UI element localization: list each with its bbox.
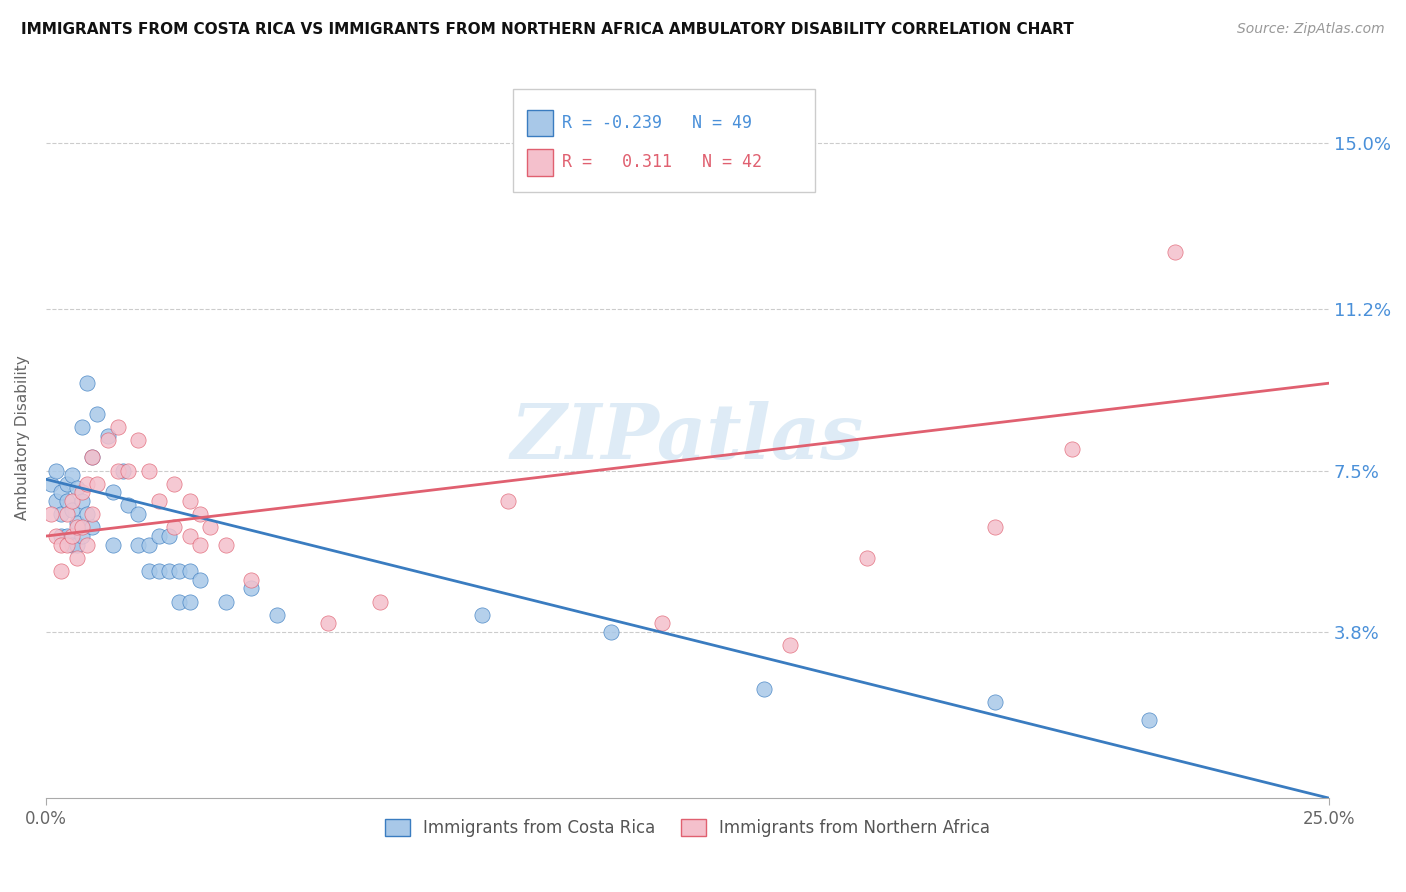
Point — [240, 582, 263, 596]
Point — [70, 485, 93, 500]
Point — [1164, 245, 1187, 260]
Point — [86, 476, 108, 491]
Point — [82, 450, 104, 465]
Point — [471, 607, 494, 622]
Point — [214, 538, 236, 552]
Point — [51, 507, 73, 521]
Point — [60, 467, 83, 482]
Point — [45, 529, 67, 543]
Point — [599, 625, 621, 640]
Text: R = -0.239   N = 49: R = -0.239 N = 49 — [562, 114, 752, 132]
Point — [60, 503, 83, 517]
Legend: Immigrants from Costa Rica, Immigrants from Northern Africa: Immigrants from Costa Rica, Immigrants f… — [378, 813, 997, 844]
Text: ZIPatlas: ZIPatlas — [510, 401, 865, 475]
Point — [157, 564, 180, 578]
Point — [984, 695, 1007, 709]
Point — [45, 494, 67, 508]
Point — [163, 520, 186, 534]
Point — [127, 433, 149, 447]
Point — [66, 481, 89, 495]
Point — [39, 507, 62, 521]
Point — [66, 520, 89, 534]
Point — [157, 529, 180, 543]
Point — [117, 464, 139, 478]
Point — [754, 681, 776, 696]
Point — [138, 464, 160, 478]
Point — [51, 485, 73, 500]
Point — [96, 433, 118, 447]
Point — [55, 538, 77, 552]
Point — [148, 529, 170, 543]
Point — [55, 529, 77, 543]
Point — [179, 529, 201, 543]
Point — [55, 507, 77, 521]
Point — [76, 507, 98, 521]
Point — [169, 594, 191, 608]
Point — [496, 494, 519, 508]
Point — [101, 538, 124, 552]
Point — [856, 550, 879, 565]
Point — [138, 538, 160, 552]
Point — [651, 616, 673, 631]
Point — [70, 420, 93, 434]
Point — [779, 638, 801, 652]
Point — [163, 476, 186, 491]
Point — [240, 573, 263, 587]
Point — [86, 407, 108, 421]
Point — [76, 538, 98, 552]
Point — [51, 538, 73, 552]
Point — [45, 464, 67, 478]
Point — [39, 476, 62, 491]
Point — [82, 450, 104, 465]
Point — [179, 594, 201, 608]
Point — [169, 564, 191, 578]
Point — [60, 494, 83, 508]
Point — [70, 529, 93, 543]
Point — [66, 516, 89, 530]
Point — [76, 476, 98, 491]
Point — [76, 376, 98, 391]
Point — [60, 529, 83, 543]
Point — [70, 520, 93, 534]
Text: IMMIGRANTS FROM COSTA RICA VS IMMIGRANTS FROM NORTHERN AFRICA AMBULATORY DISABIL: IMMIGRANTS FROM COSTA RICA VS IMMIGRANTS… — [21, 22, 1074, 37]
Point — [107, 420, 129, 434]
Point — [266, 607, 288, 622]
Point — [55, 476, 77, 491]
Point — [51, 529, 73, 543]
Point — [127, 538, 149, 552]
Point — [148, 494, 170, 508]
Point — [60, 538, 83, 552]
Point — [55, 494, 77, 508]
Point — [179, 564, 201, 578]
Point — [368, 594, 391, 608]
Text: R =   0.311   N = 42: R = 0.311 N = 42 — [562, 153, 762, 171]
Point — [107, 464, 129, 478]
Point — [984, 520, 1007, 534]
Text: Source: ZipAtlas.com: Source: ZipAtlas.com — [1237, 22, 1385, 37]
Point — [82, 507, 104, 521]
Point — [188, 573, 211, 587]
Point — [70, 494, 93, 508]
Point — [188, 507, 211, 521]
Point — [179, 494, 201, 508]
Point — [138, 564, 160, 578]
Point — [82, 520, 104, 534]
Point — [66, 538, 89, 552]
Point — [127, 507, 149, 521]
Point — [51, 564, 73, 578]
Point — [188, 538, 211, 552]
Point — [214, 594, 236, 608]
Point — [1062, 442, 1084, 456]
Point — [66, 550, 89, 565]
Point — [101, 485, 124, 500]
Point — [111, 464, 134, 478]
Point — [148, 564, 170, 578]
Point — [117, 499, 139, 513]
Point — [200, 520, 222, 534]
Y-axis label: Ambulatory Disability: Ambulatory Disability — [15, 355, 30, 520]
Point — [96, 428, 118, 442]
Point — [1137, 713, 1160, 727]
Point — [316, 616, 339, 631]
